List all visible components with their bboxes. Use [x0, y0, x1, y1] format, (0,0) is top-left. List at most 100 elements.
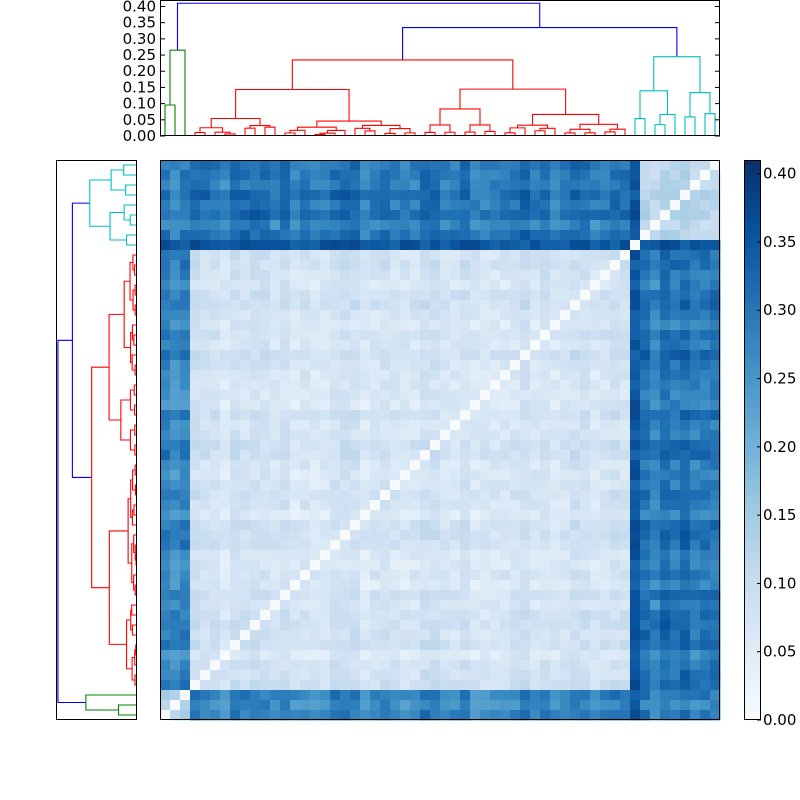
heatmap-cell — [650, 240, 661, 251]
heatmap-cell — [610, 290, 621, 301]
heatmap-cell — [620, 560, 631, 571]
heatmap-cell — [400, 690, 411, 701]
heatmap-cell — [520, 310, 531, 321]
heatmap-cell — [210, 430, 221, 441]
heatmap-cell — [530, 490, 541, 501]
heatmap-cell — [490, 260, 501, 271]
heatmap-cell — [480, 330, 491, 341]
colorbar-segment — [744, 232, 761, 237]
heatmap-cell — [280, 630, 291, 641]
heatmap-cell — [700, 560, 711, 571]
heatmap-cell — [620, 360, 631, 371]
heatmap-cell — [650, 200, 661, 211]
heatmap-cell — [650, 310, 661, 321]
heatmap-cell — [630, 530, 641, 541]
heatmap-cell — [420, 290, 431, 301]
heatmap-cell — [420, 560, 431, 571]
heatmap-cell — [500, 280, 511, 291]
heatmap-cell — [210, 280, 221, 291]
heatmap-cell — [300, 480, 311, 491]
colorbar-segment — [744, 672, 761, 677]
heatmap-cell — [550, 280, 561, 291]
heatmap-cell — [250, 490, 261, 501]
heatmap-cell — [330, 240, 341, 251]
heatmap-cell — [470, 250, 481, 261]
heatmap-cell — [450, 600, 461, 611]
heatmap-cell — [600, 240, 611, 251]
colorbar-segment — [744, 716, 761, 721]
heatmap-cell — [340, 580, 351, 591]
heatmap-cell — [680, 250, 691, 261]
heatmap-cell — [160, 240, 171, 251]
heatmap-cell — [350, 300, 361, 311]
colorbar-segment — [744, 296, 761, 301]
heatmap-cell — [680, 610, 691, 621]
colorbar-segment — [744, 480, 761, 485]
heatmap-cell — [630, 340, 641, 351]
heatmap-cell — [620, 540, 631, 551]
heatmap-cell — [300, 650, 311, 661]
heatmap-cell — [550, 290, 561, 301]
heatmap-cell — [190, 640, 201, 651]
heatmap-cell — [630, 600, 641, 611]
heatmap-cell — [660, 370, 671, 381]
heatmap-cell — [610, 550, 621, 561]
heatmap-cell — [600, 170, 611, 181]
heatmap-cell — [340, 480, 351, 491]
heatmap-cell — [520, 290, 531, 301]
heatmap-cell — [220, 580, 231, 591]
heatmap-cell — [520, 180, 531, 191]
heatmap-cell — [290, 230, 301, 241]
heatmap-cell — [310, 230, 321, 241]
heatmap-cell — [600, 690, 611, 701]
heatmap-cell — [700, 530, 711, 541]
heatmap-cell — [540, 360, 551, 371]
heatmap-cell — [260, 310, 271, 321]
heatmap-cell — [650, 380, 661, 391]
heatmap-cell — [540, 620, 551, 631]
heatmap-cell — [700, 250, 711, 261]
heatmap-cell — [300, 640, 311, 651]
heatmap-cell — [620, 630, 631, 641]
heatmap-cell — [310, 180, 321, 191]
heatmap-cell — [390, 690, 401, 701]
heatmap-cell — [660, 580, 671, 591]
heatmap-cell — [240, 610, 251, 621]
heatmap-cell — [630, 520, 641, 531]
heatmap-cell — [270, 220, 281, 231]
heatmap-cell — [590, 390, 601, 401]
heatmap-cell — [420, 310, 431, 321]
heatmap-cell — [200, 280, 211, 291]
heatmap-cell — [440, 590, 451, 601]
heatmap-cell — [240, 170, 251, 181]
heatmap-cell — [350, 520, 361, 531]
heatmap-cell — [560, 300, 571, 311]
dendrogram-link — [91, 366, 110, 589]
heatmap-cell — [310, 440, 321, 451]
heatmap-cell — [580, 190, 591, 201]
heatmap-cell — [190, 410, 201, 421]
heatmap-cell — [420, 340, 431, 351]
heatmap-cell — [210, 600, 221, 611]
heatmap-cell — [250, 510, 261, 521]
heatmap-cell — [340, 430, 351, 441]
heatmap-cell — [520, 240, 531, 251]
heatmap-cell — [300, 230, 311, 241]
heatmap-cell — [350, 610, 361, 621]
colorbar-segment — [744, 468, 761, 473]
heatmap-cell — [450, 620, 461, 631]
heatmap-cell — [560, 210, 571, 221]
heatmap-cell — [540, 240, 551, 251]
heatmap-cell — [180, 680, 191, 691]
heatmap-cell — [520, 270, 531, 281]
heatmap-cell — [410, 600, 421, 611]
heatmap-cell — [460, 610, 471, 621]
heatmap-cell — [580, 290, 591, 301]
heatmap-cell — [330, 300, 341, 311]
heatmap-cell — [580, 420, 591, 431]
heatmap-cell — [380, 460, 391, 471]
heatmap-cell — [460, 450, 471, 461]
heatmap-cell — [270, 470, 281, 481]
colorbar-segment — [744, 392, 761, 397]
heatmap-cell — [680, 360, 691, 371]
